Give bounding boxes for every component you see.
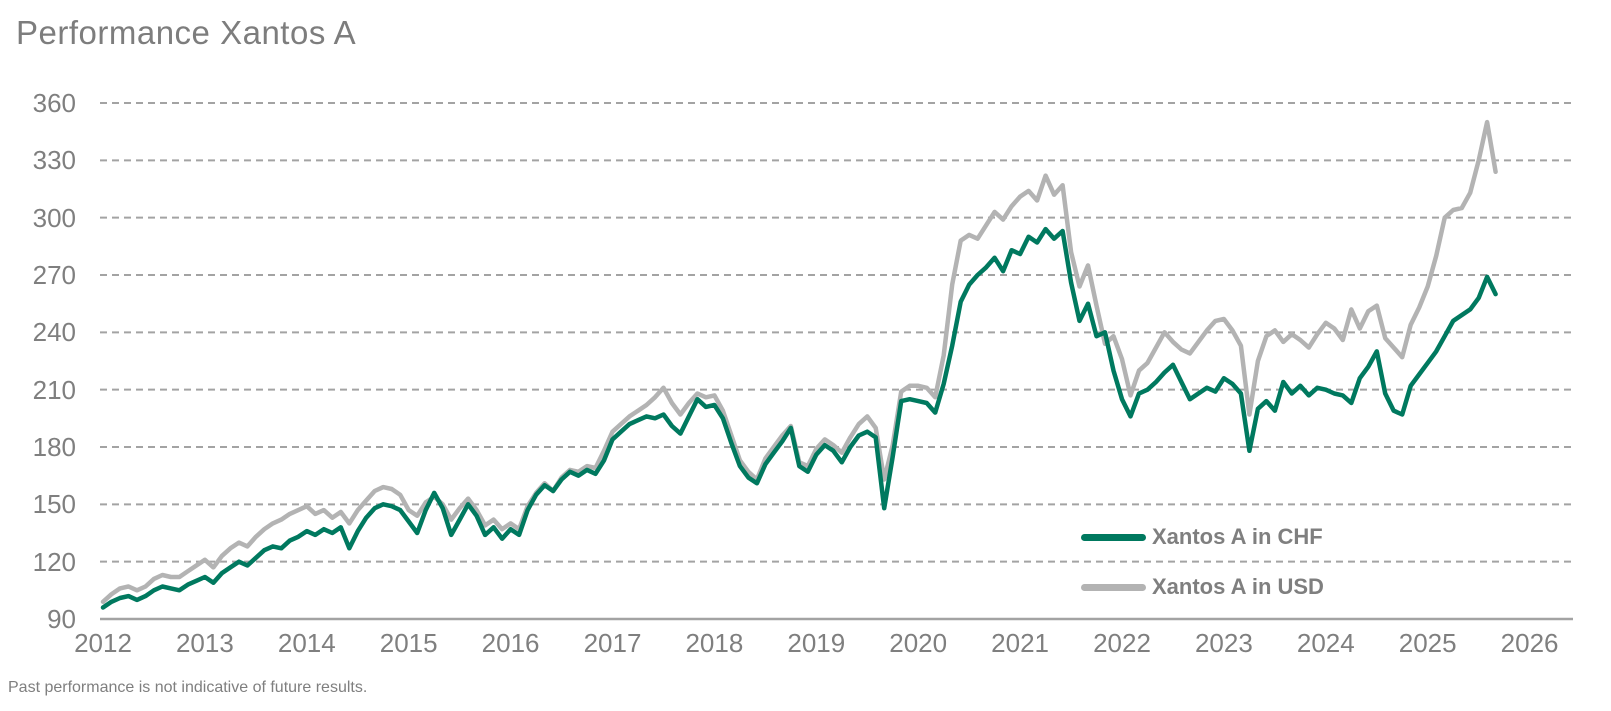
x-tick-label-2017: 2017 — [583, 628, 642, 658]
y-tick-label-300: 300 — [32, 202, 76, 233]
legend-swatch-chf — [1081, 533, 1146, 541]
series-line-chf — [100, 226, 1498, 610]
x-tick-label-2024: 2024 — [1296, 628, 1355, 658]
y-tick-label-360: 360 — [32, 88, 76, 118]
legend-label-usd: Xantos A in USD — [1152, 574, 1324, 599]
y-tick-label-90: 90 — [47, 604, 76, 634]
y-tick-label-270: 270 — [32, 260, 76, 290]
y-tick-label-150: 150 — [32, 489, 76, 520]
y-tick-label-330: 330 — [32, 145, 76, 176]
x-tick-label-2023: 2023 — [1194, 628, 1253, 658]
x-tick-label-2026: 2026 — [1500, 628, 1559, 658]
y-tick-label-120: 120 — [32, 546, 76, 577]
x-tick-label-2019: 2019 — [787, 628, 846, 658]
x-tick-label-2016: 2016 — [481, 628, 540, 658]
x-tick-label-2025: 2025 — [1398, 628, 1457, 658]
x-tick-label-2021: 2021 — [991, 628, 1050, 658]
y-tick-label-210: 210 — [32, 374, 76, 405]
disclaimer-text: Past performance is not indicative of fu… — [8, 679, 368, 696]
chart-title: Performance Xantos A — [16, 14, 357, 51]
legend-item-usd: Xantos A in USD — [1081, 574, 1324, 600]
y-tick-label-180: 180 — [32, 432, 76, 462]
legend-label-chf: Xantos A in CHF — [1152, 524, 1323, 549]
x-tick-label-2018: 2018 — [685, 628, 744, 658]
x-tick-label-2014: 2014 — [277, 628, 336, 658]
x-tick-label-2022: 2022 — [1093, 628, 1151, 658]
legend-item-chf: Xantos A in CHF — [1081, 524, 1323, 550]
x-tick-label-2020: 2020 — [889, 628, 948, 658]
legend-swatch-usd — [1081, 583, 1146, 591]
x-tick-label-2013: 2013 — [175, 628, 234, 658]
x-tick-label-2015: 2015 — [379, 628, 438, 658]
y-tick-label-240: 240 — [32, 317, 76, 348]
x-tick-label-2012: 2012 — [74, 628, 132, 658]
